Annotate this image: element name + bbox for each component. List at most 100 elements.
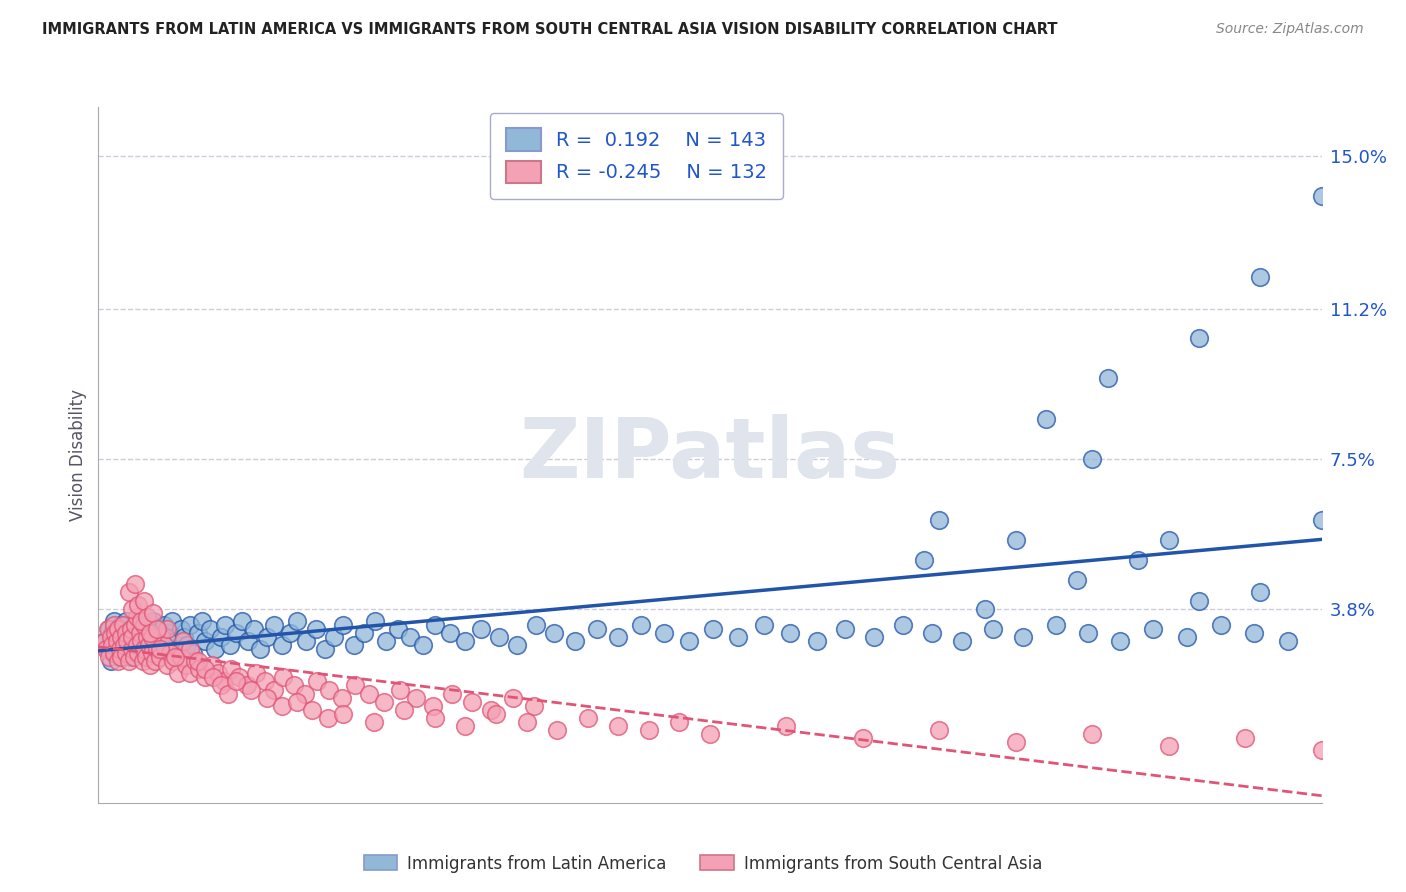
Point bbox=[142, 614, 165, 628]
Point bbox=[225, 674, 247, 689]
Point bbox=[120, 622, 142, 636]
Point bbox=[157, 626, 180, 640]
Point bbox=[184, 654, 207, 668]
Point bbox=[111, 617, 134, 632]
Point bbox=[159, 646, 181, 660]
Point bbox=[103, 614, 125, 628]
Point bbox=[344, 678, 367, 692]
Point bbox=[1157, 533, 1180, 547]
Point bbox=[285, 614, 308, 628]
Point bbox=[136, 609, 159, 624]
Point bbox=[103, 617, 125, 632]
Point bbox=[314, 642, 336, 657]
Point bbox=[981, 622, 1004, 636]
Point bbox=[100, 654, 122, 668]
Point bbox=[263, 682, 285, 697]
Point bbox=[423, 617, 446, 632]
Point bbox=[245, 666, 267, 681]
Point bbox=[194, 634, 217, 648]
Point bbox=[209, 678, 232, 692]
Point bbox=[727, 630, 749, 644]
Point bbox=[136, 617, 159, 632]
Point bbox=[1097, 371, 1119, 385]
Point bbox=[204, 642, 226, 657]
Point bbox=[173, 630, 195, 644]
Point bbox=[93, 634, 115, 648]
Point bbox=[332, 706, 354, 721]
Point bbox=[307, 674, 329, 689]
Point bbox=[392, 703, 416, 717]
Point bbox=[332, 617, 354, 632]
Point bbox=[460, 695, 482, 709]
Point bbox=[160, 614, 183, 628]
Point bbox=[176, 638, 198, 652]
Point bbox=[779, 626, 801, 640]
Point bbox=[172, 634, 194, 648]
Point bbox=[118, 642, 141, 657]
Point bbox=[1081, 452, 1104, 467]
Point bbox=[1310, 189, 1333, 203]
Point bbox=[775, 719, 797, 733]
Point bbox=[139, 626, 162, 640]
Point bbox=[254, 674, 277, 689]
Point bbox=[454, 634, 477, 648]
Point bbox=[586, 622, 609, 636]
Point bbox=[364, 614, 387, 628]
Point bbox=[209, 630, 232, 644]
Point bbox=[138, 638, 160, 652]
Point bbox=[128, 626, 150, 640]
Point bbox=[153, 638, 176, 652]
Point bbox=[156, 622, 179, 636]
Text: ZIPatlas: ZIPatlas bbox=[520, 415, 900, 495]
Point bbox=[134, 617, 156, 632]
Point bbox=[100, 630, 122, 644]
Point bbox=[702, 622, 724, 636]
Point bbox=[422, 698, 444, 713]
Point bbox=[115, 646, 138, 660]
Point bbox=[278, 626, 301, 640]
Point bbox=[125, 646, 148, 660]
Point bbox=[1188, 593, 1211, 607]
Point bbox=[150, 630, 173, 644]
Point bbox=[374, 634, 396, 648]
Point bbox=[357, 687, 380, 701]
Point bbox=[136, 630, 159, 644]
Point bbox=[228, 670, 250, 684]
Point bbox=[363, 714, 385, 729]
Point bbox=[132, 622, 155, 636]
Point bbox=[125, 626, 148, 640]
Point bbox=[98, 622, 121, 636]
Point bbox=[135, 650, 157, 665]
Point bbox=[217, 687, 239, 701]
Text: IMMIGRANTS FROM LATIN AMERICA VS IMMIGRANTS FROM SOUTH CENTRAL ASIA VISION DISAB: IMMIGRANTS FROM LATIN AMERICA VS IMMIGRA… bbox=[42, 22, 1057, 37]
Point bbox=[163, 634, 186, 648]
Point bbox=[179, 617, 201, 632]
Point bbox=[270, 638, 292, 652]
Point bbox=[132, 654, 155, 668]
Point bbox=[143, 634, 166, 648]
Point bbox=[202, 670, 225, 684]
Point bbox=[117, 634, 139, 648]
Point bbox=[1234, 731, 1257, 745]
Point bbox=[93, 634, 115, 648]
Point bbox=[1188, 330, 1211, 344]
Point bbox=[506, 638, 529, 652]
Point bbox=[318, 682, 340, 697]
Point bbox=[127, 598, 149, 612]
Point bbox=[928, 513, 950, 527]
Point bbox=[678, 634, 700, 648]
Point bbox=[249, 642, 271, 657]
Point bbox=[107, 622, 129, 636]
Point bbox=[1045, 617, 1067, 632]
Point bbox=[200, 658, 222, 673]
Point bbox=[256, 690, 278, 705]
Point bbox=[124, 617, 146, 632]
Point bbox=[485, 706, 508, 721]
Point bbox=[97, 622, 120, 636]
Point bbox=[752, 617, 775, 632]
Point bbox=[439, 626, 461, 640]
Point bbox=[470, 622, 492, 636]
Legend: R =  0.192    N = 143, R = -0.245    N = 132: R = 0.192 N = 143, R = -0.245 N = 132 bbox=[491, 113, 783, 199]
Point bbox=[149, 630, 172, 644]
Point bbox=[97, 642, 120, 657]
